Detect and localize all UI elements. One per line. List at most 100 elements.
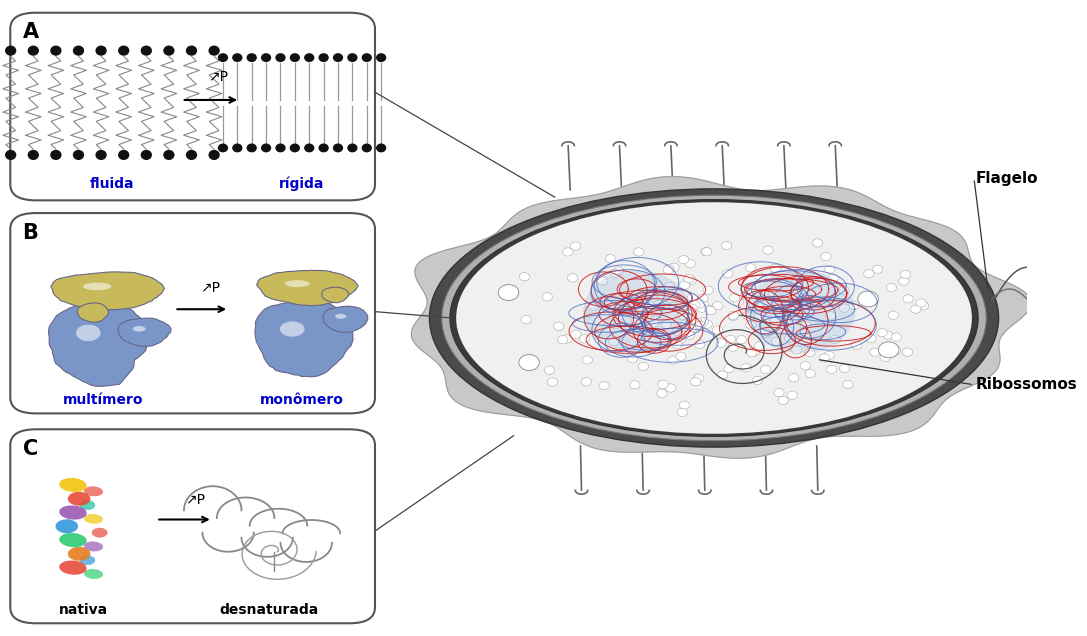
Ellipse shape (769, 289, 778, 297)
Ellipse shape (828, 274, 838, 282)
Ellipse shape (741, 364, 751, 372)
Ellipse shape (678, 256, 689, 264)
Ellipse shape (688, 323, 698, 331)
Ellipse shape (761, 366, 771, 374)
Text: Flagelo: Flagelo (976, 170, 1038, 186)
Ellipse shape (518, 354, 539, 370)
Ellipse shape (567, 273, 578, 282)
Ellipse shape (873, 265, 883, 273)
Ellipse shape (770, 264, 780, 272)
Ellipse shape (752, 377, 763, 385)
Ellipse shape (864, 270, 874, 278)
Ellipse shape (84, 487, 103, 496)
Ellipse shape (542, 293, 552, 301)
Ellipse shape (792, 275, 802, 284)
Ellipse shape (911, 305, 921, 314)
Ellipse shape (620, 347, 630, 355)
Ellipse shape (754, 342, 765, 350)
Text: ↗P: ↗P (200, 281, 221, 295)
Ellipse shape (888, 311, 899, 319)
Ellipse shape (729, 294, 740, 302)
Ellipse shape (690, 301, 700, 309)
Ellipse shape (744, 290, 754, 298)
Ellipse shape (839, 286, 849, 294)
Ellipse shape (677, 408, 687, 417)
Ellipse shape (563, 248, 573, 256)
Ellipse shape (583, 356, 592, 364)
Ellipse shape (760, 329, 771, 337)
Ellipse shape (279, 321, 304, 336)
Ellipse shape (545, 366, 554, 375)
Ellipse shape (698, 318, 709, 326)
Ellipse shape (209, 46, 220, 56)
Ellipse shape (839, 364, 850, 373)
Ellipse shape (275, 144, 286, 153)
Ellipse shape (677, 312, 688, 320)
Ellipse shape (697, 304, 707, 312)
Ellipse shape (785, 304, 795, 312)
Ellipse shape (84, 514, 103, 524)
Ellipse shape (723, 270, 733, 278)
Ellipse shape (690, 378, 701, 386)
Ellipse shape (247, 144, 257, 153)
Ellipse shape (217, 144, 228, 153)
Ellipse shape (771, 316, 780, 324)
Ellipse shape (880, 353, 890, 361)
Ellipse shape (59, 506, 87, 520)
Ellipse shape (684, 275, 695, 283)
Ellipse shape (673, 327, 683, 335)
Ellipse shape (701, 247, 712, 256)
Ellipse shape (722, 242, 732, 250)
Ellipse shape (675, 335, 686, 343)
PathPatch shape (49, 301, 150, 387)
Ellipse shape (838, 299, 848, 307)
Ellipse shape (787, 391, 798, 399)
Ellipse shape (800, 361, 811, 370)
Ellipse shape (186, 150, 197, 160)
Ellipse shape (609, 338, 619, 346)
Ellipse shape (163, 150, 175, 160)
Ellipse shape (755, 273, 766, 282)
Ellipse shape (186, 46, 197, 56)
Text: multímero: multímero (63, 393, 143, 407)
Ellipse shape (91, 528, 108, 537)
Ellipse shape (903, 294, 913, 303)
Ellipse shape (746, 264, 755, 272)
Ellipse shape (702, 320, 712, 328)
Ellipse shape (663, 266, 673, 274)
Ellipse shape (553, 322, 564, 331)
Ellipse shape (698, 300, 709, 308)
Ellipse shape (716, 339, 726, 347)
Ellipse shape (790, 279, 801, 287)
Ellipse shape (736, 336, 747, 344)
Ellipse shape (687, 293, 698, 301)
Text: desnaturada: desnaturada (220, 603, 318, 617)
Ellipse shape (686, 276, 697, 284)
Ellipse shape (261, 53, 272, 62)
Ellipse shape (96, 150, 107, 160)
Ellipse shape (598, 277, 608, 285)
Ellipse shape (659, 301, 670, 309)
Ellipse shape (632, 317, 641, 326)
Ellipse shape (233, 144, 242, 153)
Ellipse shape (698, 294, 708, 303)
Ellipse shape (605, 254, 615, 263)
Ellipse shape (55, 520, 78, 533)
Ellipse shape (441, 195, 986, 441)
Ellipse shape (778, 274, 788, 282)
Ellipse shape (76, 324, 101, 341)
Ellipse shape (749, 347, 760, 356)
Ellipse shape (118, 150, 129, 160)
Ellipse shape (679, 401, 689, 410)
Ellipse shape (826, 365, 837, 373)
Ellipse shape (745, 312, 754, 321)
Ellipse shape (649, 319, 659, 328)
Ellipse shape (118, 46, 129, 56)
Ellipse shape (849, 301, 859, 310)
Ellipse shape (362, 53, 372, 62)
Ellipse shape (679, 281, 690, 289)
Ellipse shape (217, 53, 228, 62)
Text: ↗P: ↗P (208, 70, 228, 84)
Ellipse shape (579, 335, 589, 343)
Ellipse shape (347, 144, 358, 153)
